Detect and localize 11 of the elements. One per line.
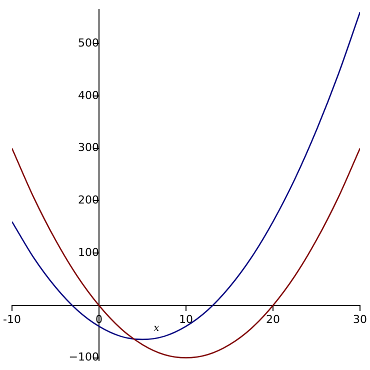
- x-axis-title: x: [154, 323, 160, 334]
- y-tick-label: −100: [68, 350, 99, 364]
- y-tick-label: 300: [78, 141, 99, 154]
- y-tick-label: 100: [78, 246, 99, 259]
- y-tick-label: 500: [78, 36, 99, 50]
- y-tick-label: 200: [78, 194, 99, 207]
- x-tick-label: 20: [266, 312, 280, 326]
- x-tick-label: 10: [178, 312, 193, 326]
- x-tick-label: 30: [353, 312, 367, 326]
- y-tick-label: 400: [78, 88, 99, 102]
- x-tick-label: -10: [3, 312, 21, 326]
